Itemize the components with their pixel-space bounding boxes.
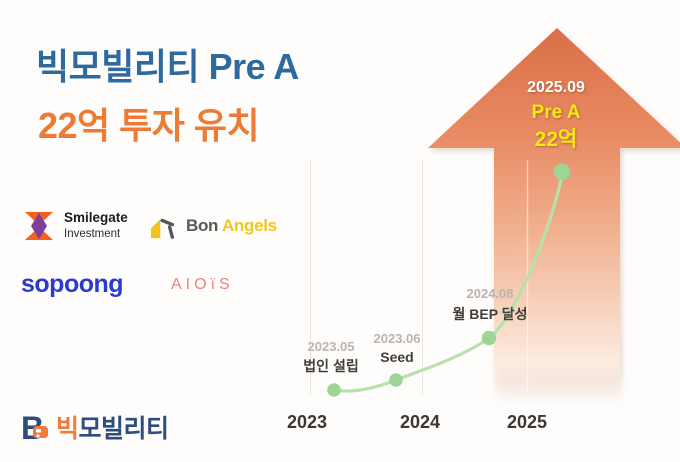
milestone-3-date: 2024.08 xyxy=(466,286,514,301)
milestone-dot-3 xyxy=(481,330,497,346)
logo-rest: 모빌리티 xyxy=(78,415,170,443)
up-arrow-shape xyxy=(428,28,680,400)
x-tick-2024: 2024 xyxy=(399,412,441,432)
smilegate-logo-icon xyxy=(25,211,53,240)
bonangels-word2: Angels xyxy=(221,216,277,235)
bonangels-word1: Bon xyxy=(186,216,219,235)
milestone-1-label: 법인 설립 xyxy=(303,358,359,374)
growth-line xyxy=(332,174,564,393)
logo-first-char: 빅 xyxy=(56,415,79,443)
milestone-2-date: 2023.06 xyxy=(373,331,421,346)
milestone-3-label: 월 BEP 달성 xyxy=(452,306,528,322)
milestone-dot-4 xyxy=(553,163,571,181)
milestone-dot-2 xyxy=(389,373,403,387)
smilegate-name: Smilegate xyxy=(64,210,128,225)
x-tick-2023: 2023 xyxy=(286,412,328,432)
bigmobility-logo-icon: B xyxy=(22,411,48,443)
investor-bonangels: Bon Angels xyxy=(150,213,277,239)
page-title-line2: 22억 투자 유치 xyxy=(38,105,260,146)
milestone-1-date: 2023.05 xyxy=(307,339,355,354)
smilegate-subtitle: Investment xyxy=(64,227,121,240)
investor-aiois: AIOïS xyxy=(171,276,234,293)
company-logo: B 빅모빌리티 xyxy=(22,409,169,445)
milestone-2-label: Seed xyxy=(380,349,414,365)
smilegate-wordmark: Smilegate Investment xyxy=(64,210,128,240)
bonangels-logo-icon xyxy=(150,215,175,239)
x-tick-2025: 2025 xyxy=(506,412,548,432)
bonangels-wordmark: Bon Angels xyxy=(186,216,277,236)
page-title-line1: 빅모빌리티 Pre A xyxy=(36,46,299,87)
company-logo-text: 빅모빌리티 xyxy=(56,409,169,445)
investor-smilegate: Smilegate Investment xyxy=(24,210,128,240)
arrow-round-label: Pre A xyxy=(531,102,581,123)
arrow-amount-label: 22억 xyxy=(534,128,578,151)
milestone-dot-1 xyxy=(327,383,341,397)
investor-sopoong: sopoong xyxy=(21,270,124,298)
arrow-date-label: 2025.09 xyxy=(527,79,585,96)
